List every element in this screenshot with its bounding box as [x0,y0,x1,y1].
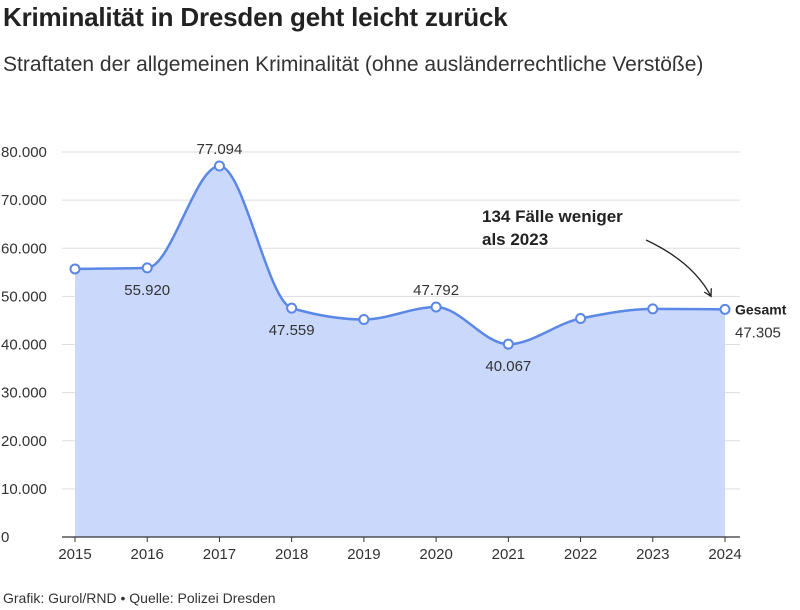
y-tick-label: 40.000 [1,337,47,354]
x-tick-label: 2018 [275,546,308,563]
x-tick-label: 2016 [131,546,164,563]
y-tick-label: 0 [1,529,9,546]
annotation-text: als 2023 [482,230,548,249]
x-tick-label: 2015 [58,546,91,563]
data-point [575,313,587,325]
data-point [358,313,370,325]
y-tick-label: 80.000 [1,144,47,161]
x-tick-label: 2020 [419,546,452,563]
y-tick-label: 70.000 [1,192,47,209]
data-label: 47.792 [413,282,459,299]
x-tick-label: 2022 [564,546,597,563]
x-tick-label: 2017 [203,546,236,563]
data-point [719,303,731,315]
y-tick-label: 20.000 [1,433,47,450]
data-point [141,262,153,274]
data-points [69,160,731,350]
data-point [213,160,225,172]
data-label: 77.094 [196,141,242,158]
area-fill-shape [75,165,725,537]
annotation-text: 134 Fälle weniger [482,207,623,226]
annotation-arrow [645,239,712,298]
separator-dot: • [120,590,126,606]
area-fill [75,165,725,537]
axes: 0 10.000 20.000 30.000 40.000 50.000 60.000 70.… [1,144,742,563]
y-tick-label: 50.000 [1,288,47,305]
x-tick-label: 2023 [636,546,669,563]
y-tick-label: 10.000 [1,481,47,498]
data-point [430,301,442,313]
data-label: 47.305 [735,324,781,341]
data-label: 40.067 [485,358,531,375]
x-tick-label: 2021 [492,546,525,563]
data-label: 47.559 [269,322,315,339]
data-point [69,263,81,275]
annotation: 134 Fälle weniger als 2023 [482,207,712,298]
series-label-gesamt: Gesamt [735,301,787,317]
data-point [647,303,659,315]
y-tick-label: 30.000 [1,385,47,402]
x-tick-label: 2019 [347,546,380,563]
credit-text: Grafik: Gurol/RND [3,590,117,606]
source-text: Quelle: Polizei Dresden [129,590,276,606]
chart-subtitle: Straftaten der allgemeinen Kriminalität … [3,53,704,76]
data-labels: 55.920 77.094 47.559 47.792 40.067 47.305 Gesa… [124,141,786,375]
data-point [286,302,298,314]
data-point [502,338,514,350]
x-tick-label: 2024 [708,546,741,563]
footer: Grafik: Gurol/RND • Quelle: Polizei Dres… [3,590,276,606]
chart-title: Kriminalität in Dresden geht leicht zurü… [3,2,508,32]
y-tick-label: 60.000 [1,240,47,257]
data-label: 55.920 [124,282,170,299]
